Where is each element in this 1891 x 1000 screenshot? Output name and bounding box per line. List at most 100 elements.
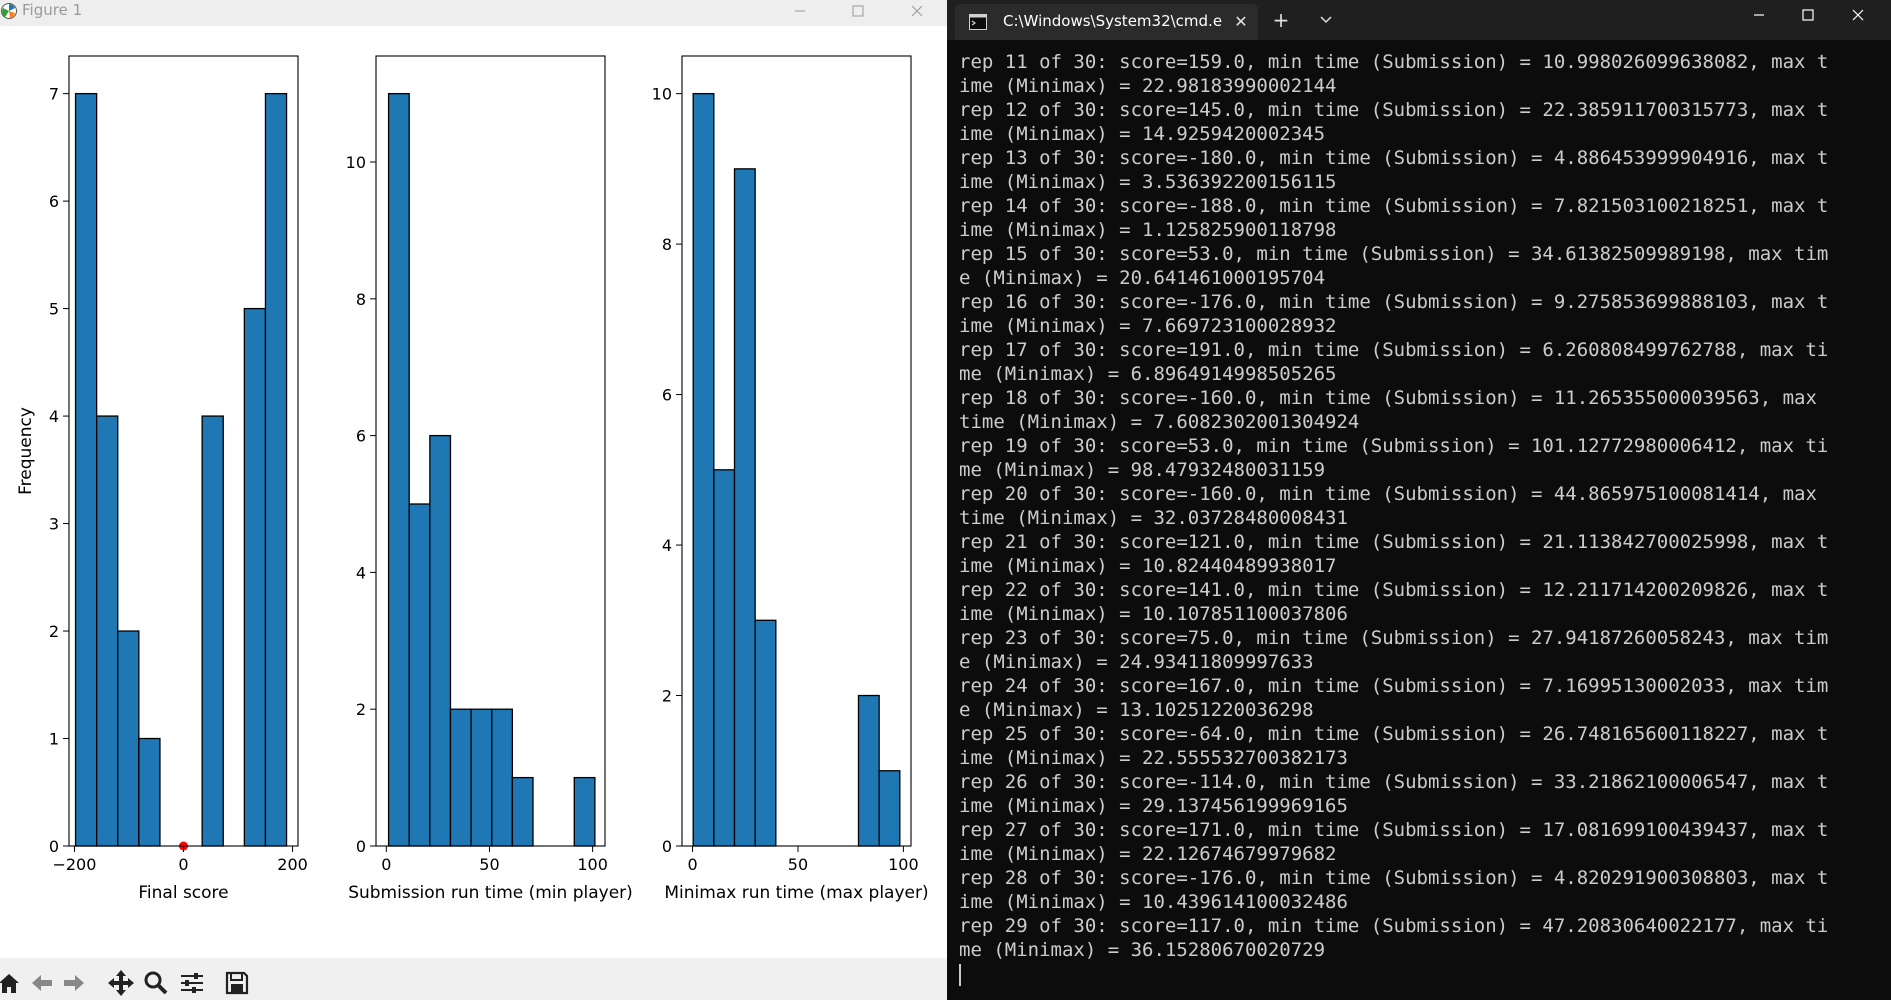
y-tick-label: 0 xyxy=(49,837,59,856)
histogram-bar xyxy=(95,415,119,847)
terminal-line: ime (Minimax) = 10.439614100032486 xyxy=(959,891,1348,913)
x-axis-label: Submission run time (min player) xyxy=(348,883,633,903)
terminal-line: rep 25 of 30: score=-64.0, min time (Sub… xyxy=(959,723,1829,745)
window-title: Figure 1 xyxy=(22,1,83,19)
x-tick-label: 100 xyxy=(888,855,919,874)
figure-titlebar[interactable]: Figure 1 xyxy=(0,0,947,26)
terminal-line: rep 11 of 30: score=159.0, min time (Sub… xyxy=(959,51,1829,73)
y-tick-label: 4 xyxy=(662,536,672,555)
pan-button[interactable] xyxy=(106,968,136,998)
terminal-line: time (Minimax) = 7.6082302001304924 xyxy=(959,411,1360,433)
terminal-line: me (Minimax) = 6.8964914998505265 xyxy=(959,363,1337,385)
forward-button[interactable] xyxy=(59,968,89,998)
y-tick-label: 7 xyxy=(49,85,59,104)
configure-subplots-icon xyxy=(181,973,203,993)
terminal-line: ime (Minimax) = 7.669723100028932 xyxy=(959,315,1337,337)
terminal-line: rep 16 of 30: score=-176.0, min time (Su… xyxy=(959,291,1829,313)
terminal-line: e (Minimax) = 13.10251220036298 xyxy=(959,699,1314,721)
save-button[interactable] xyxy=(222,968,252,998)
terminal-tab[interactable]: C:\Windows\System32\cmd.e ✕ xyxy=(955,4,1258,40)
terminal-close-button[interactable] xyxy=(1835,0,1881,30)
histogram-bar xyxy=(692,92,715,847)
save-icon xyxy=(225,971,249,995)
terminal-line: ime (Minimax) = 22.555532700382173 xyxy=(959,747,1348,769)
minimize-button[interactable] xyxy=(780,0,820,22)
pan-icon xyxy=(108,970,134,996)
terminal-output[interactable]: rep 11 of 30: score=159.0, min time (Sub… xyxy=(959,50,1887,990)
terminal-line: rep 15 of 30: score=53.0, min time (Subm… xyxy=(959,243,1829,265)
histogram-bar xyxy=(878,770,901,847)
x-axis-label: Minimax run time (max player) xyxy=(664,883,928,903)
terminal-line: me (Minimax) = 36.15280670020729 xyxy=(959,939,1326,961)
histogram-bar xyxy=(117,630,140,847)
histogram-bar xyxy=(387,92,410,847)
x-axis-label: Final score xyxy=(138,883,228,903)
terminal-line: ime (Minimax) = 22.12674679979682 xyxy=(959,843,1337,865)
histogram-bar xyxy=(243,307,267,847)
y-tick-label: 1 xyxy=(49,730,59,749)
y-tick-label: 10 xyxy=(652,85,672,104)
terminal-minimize-button[interactable] xyxy=(1736,0,1782,30)
x-tick-label: −200 xyxy=(52,855,96,874)
back-arrow-icon xyxy=(32,975,52,991)
histogram-bar xyxy=(573,776,596,847)
back-button[interactable] xyxy=(27,968,57,998)
terminal-line: rep 26 of 30: score=-114.0, min time (Su… xyxy=(959,771,1829,793)
close-button[interactable] xyxy=(897,0,937,22)
maximize-icon xyxy=(852,5,864,17)
histogram-bar xyxy=(201,415,224,847)
terminal-line: rep 13 of 30: score=-180.0, min time (Su… xyxy=(959,147,1829,169)
histogram-bar xyxy=(429,434,452,847)
y-tick-label: 2 xyxy=(356,700,366,719)
x-tick-label: 0 xyxy=(687,855,697,874)
terminal-line: e (Minimax) = 20.641461000195704 xyxy=(959,267,1326,289)
figure-window: Figure 1 −200 0 200 0 1 2 3 4 5 6 7 Final score Freq… xyxy=(0,0,947,1000)
new-tab-button[interactable]: + xyxy=(1272,8,1290,32)
histogram-bar xyxy=(754,619,777,847)
terminal-line: ime (Minimax) = 29.137456199969165 xyxy=(959,795,1348,817)
y-tick-label: 0 xyxy=(662,837,672,856)
minimize-icon xyxy=(1754,14,1764,16)
configure-subplots-button[interactable] xyxy=(177,968,207,998)
y-tick-label: 10 xyxy=(346,153,366,172)
histogram-bar xyxy=(470,708,493,847)
tab-close-icon[interactable]: ✕ xyxy=(1234,12,1248,31)
x-tick-label: 50 xyxy=(479,855,499,874)
terminal-line: rep 28 of 30: score=-176.0, min time (Su… xyxy=(959,867,1829,889)
home-icon xyxy=(0,974,19,993)
terminal-line: ime (Minimax) = 10.107851100037806 xyxy=(959,603,1348,625)
maximize-button[interactable] xyxy=(838,0,878,22)
x-tick-label: 50 xyxy=(788,855,808,874)
histogram-bar xyxy=(857,694,880,847)
histogram-bar xyxy=(511,776,534,847)
y-tick-label: 8 xyxy=(356,290,366,309)
home-button[interactable] xyxy=(0,968,24,998)
terminal-line: rep 12 of 30: score=145.0, min time (Sub… xyxy=(959,99,1829,121)
terminal-line: rep 21 of 30: score=121.0, min time (Sub… xyxy=(959,531,1829,553)
zoom-button[interactable] xyxy=(141,968,171,998)
maximize-icon xyxy=(1802,9,1814,21)
y-tick-label: 6 xyxy=(662,386,672,405)
terminal-line: rep 20 of 30: score=-160.0, min time (Su… xyxy=(959,483,1817,505)
terminal-line: rep 29 of 30: score=117.0, min time (Sub… xyxy=(959,915,1829,937)
x-tick-label: 0 xyxy=(381,855,391,874)
terminal-tabbar[interactable]: C:\Windows\System32\cmd.e ✕ + xyxy=(947,0,1891,40)
y-axis-label: Frequency xyxy=(16,407,36,495)
terminal-line: rep 18 of 30: score=-160.0, min time (Su… xyxy=(959,387,1817,409)
cmd-icon xyxy=(969,14,987,30)
axes-frame xyxy=(681,55,912,847)
histogram-bar xyxy=(408,503,431,847)
terminal-line: e (Minimax) = 24.93411809997633 xyxy=(959,651,1314,673)
terminal-maximize-button[interactable] xyxy=(1785,0,1831,30)
x-tick-label: 100 xyxy=(577,855,608,874)
close-icon xyxy=(911,5,923,17)
terminal-tab-title: C:\Windows\System32\cmd.e xyxy=(1003,12,1223,30)
figure-canvas[interactable]: −200 0 200 0 1 2 3 4 5 6 7 Final score Frequency 0 50 1… xyxy=(0,26,947,958)
tab-dropdown-button[interactable] xyxy=(1314,8,1338,32)
histogram-bar xyxy=(264,92,288,847)
terminal-line: ime (Minimax) = 22.98183990002144 xyxy=(959,75,1337,97)
x-tick-label: 0 xyxy=(178,855,188,874)
axes-frame xyxy=(375,55,606,847)
histogram-bar xyxy=(713,469,736,847)
